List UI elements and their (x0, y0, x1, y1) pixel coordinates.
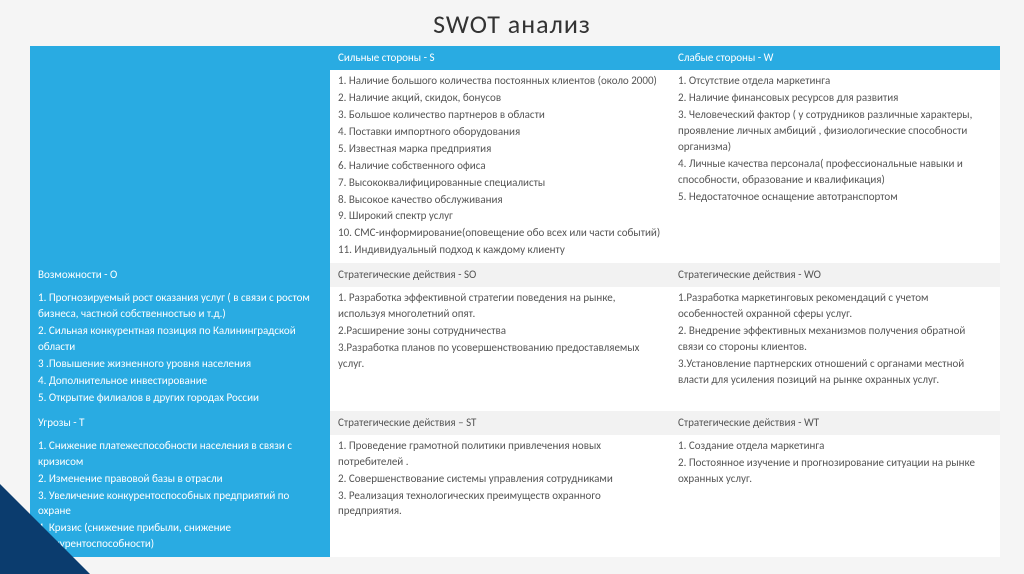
list-item: 10. СМС-информирование(оповещение обо вс… (338, 225, 662, 241)
cell-strengths: 1. Наличие большого количества постоянны… (330, 70, 670, 263)
list-item: 3.Разработка планов по усовершенствовани… (338, 340, 662, 372)
list-item: 4. Поставки импортного оборудования (338, 124, 662, 140)
header-strengths: Сильные стороны - S (330, 46, 670, 70)
list-item: 1. Проведение грамотной политики привлеч… (338, 438, 662, 470)
cell-st: 1. Проведение грамотной политики привлеч… (330, 435, 670, 558)
cell-wt: 1. Создание отдела маркетинга 2. Постоян… (670, 435, 1000, 558)
list-item: 2. Наличие акций, скидок, бонусов (338, 90, 662, 106)
list-item: 9. Широкий спектр услуг (338, 208, 662, 224)
row-o-header: Возможности - O Стратегические действия … (30, 263, 1000, 287)
threats-title: Угрозы - T (30, 411, 330, 435)
list-item: 4. Личные качества персонала( профессион… (678, 156, 992, 188)
cell-wo: 1.Разработка маркетинговых рекомендаций … (670, 287, 1000, 411)
opportunities-title: Возможности - O (30, 263, 330, 287)
list-item: 2. Внедрение эффективных механизмов полу… (678, 323, 992, 355)
list-item: 1. Разработка эффективной стратегии пове… (338, 290, 662, 322)
list-item: 6. Наличие собственного офиса (338, 158, 662, 174)
cell-weaknesses: 1. Отсутствие отдела маркетинга 2. Налич… (670, 70, 1000, 263)
list-item: 7. Высококвалифицированные специалисты (338, 175, 662, 191)
row-o-body: 1. Прогнозируемый рост оказания услуг ( … (30, 287, 1000, 411)
cell-opportunities: 1. Прогнозируемый рост оказания услуг ( … (30, 287, 330, 411)
row-t-header: Угрозы - T Стратегические действия – ST … (30, 411, 1000, 435)
list-item: 1.Разработка маркетинговых рекомендаций … (678, 290, 992, 322)
list-item: 2. Постоянное изучение и прогнозирование… (678, 455, 992, 487)
list-item: 5. Недостаточное оснащение автотранспорт… (678, 189, 992, 205)
list-item: 1. Снижение платежеспособности населения… (38, 438, 322, 470)
header-empty (30, 46, 330, 70)
wo-title: Стратегические действия - WO (670, 263, 1000, 287)
list-item: 3 .Повышение жизненного уровня населения (38, 356, 322, 372)
list-item: 1. Отсутствие отдела маркетинга (678, 73, 992, 89)
list-item: 5. Известная марка предприятия (338, 141, 662, 157)
swot-table: Сильные стороны - S Слабые стороны - W 1… (30, 46, 1000, 557)
page-title: SWOT анализ (0, 0, 1024, 46)
list-item: 3.Установление партнерских отношений с о… (678, 356, 992, 388)
list-item: 4. Дополнительное инвестирование (38, 373, 322, 389)
cell-so: 1. Разработка эффективной стратегии пове… (330, 287, 670, 411)
header-weaknesses: Слабые стороны - W (670, 46, 1000, 70)
list-item: 3. Человеческий фактор ( у сотрудников р… (678, 107, 992, 155)
list-item: 8. Высокое качество обслуживания (338, 192, 662, 208)
header-row: Сильные стороны - S Слабые стороны - W (30, 46, 1000, 70)
list-item: 2. Сильная конкурентная позиция по Калин… (38, 323, 322, 355)
list-item: 1. Создание отдела маркетинга (678, 438, 992, 454)
list-item: 3. Большое количество партнеров в област… (338, 107, 662, 123)
list-item: 11. Индивидуальный подход к каждому клие… (338, 242, 662, 258)
list-item: 1. Наличие большого количества постоянны… (338, 73, 662, 89)
wt-title: Стратегические действия - WT (670, 411, 1000, 435)
row-t-body: 1. Снижение платежеспособности населения… (30, 435, 1000, 558)
list-item: 2. Наличие финансовых ресурсов для разви… (678, 90, 992, 106)
list-item: 5. Открытие филиалов в других городах Ро… (38, 390, 322, 406)
list-item: 3. Реализация технологических преимущест… (338, 488, 662, 520)
so-title: Стратегические действия - SO (330, 263, 670, 287)
list-item: 2. Совершенствование системы управления … (338, 471, 662, 487)
corner-decoration (0, 484, 90, 574)
list-item: 2.Расширение зоны сотрудничества (338, 323, 662, 339)
cell-blank-blue (30, 70, 330, 263)
list-item: 1. Прогнозируемый рост оказания услуг ( … (38, 290, 322, 322)
st-title: Стратегические действия – ST (330, 411, 670, 435)
row-sw: 1. Наличие большого количества постоянны… (30, 70, 1000, 263)
